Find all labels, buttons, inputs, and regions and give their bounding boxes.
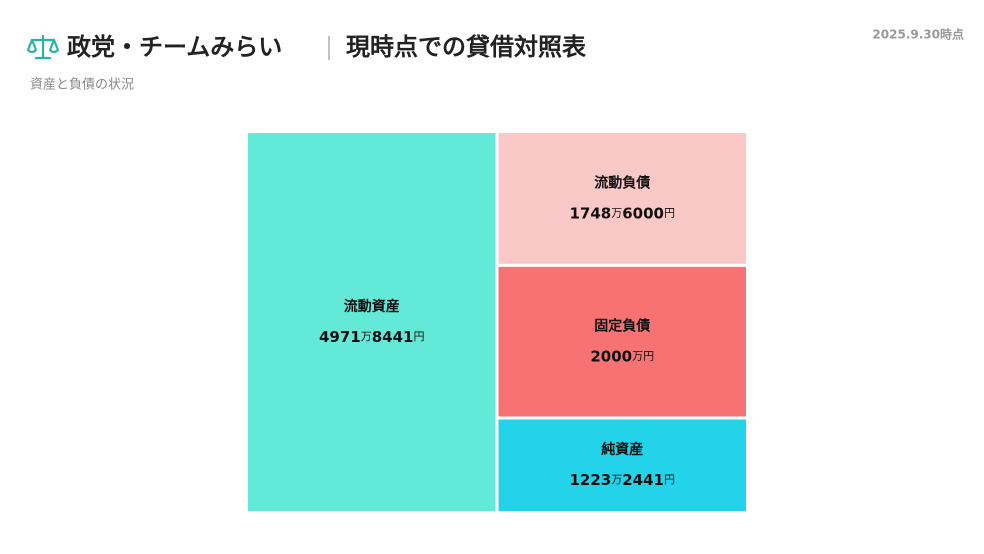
cell-label: 純資産 [601, 441, 643, 458]
value-label-part: 円 [664, 473, 675, 486]
value-label-part: 2000 [590, 347, 632, 365]
value-label-part: 6000 [622, 204, 664, 222]
value-label-part: 円 [414, 330, 425, 343]
value-label-part: 1748 [570, 204, 612, 222]
value-label: 1223万2441円 [570, 471, 676, 489]
value-label-part: 円 [664, 206, 675, 219]
value-label-part: 万円 [632, 350, 654, 363]
value-label: 4971万8441円 [319, 328, 425, 346]
date-label: 2025.9.30時点 [872, 27, 964, 42]
value-label-part: 2441 [622, 471, 664, 489]
value-label-part: 8441 [372, 328, 414, 346]
value-label-part: 1223 [570, 471, 612, 489]
treemap-cell [248, 133, 496, 511]
chart-title-detail: 現時点での貸借対照表 [346, 33, 587, 61]
value-label: 1748万6000円 [570, 204, 676, 222]
chart-subtitle: 資産と負債の状況 [30, 77, 134, 93]
treemap-cell [498, 266, 746, 417]
cell-label: 流動資産 [344, 298, 400, 315]
value-label-part: 4971 [319, 328, 361, 346]
value-label-part: 万 [611, 473, 622, 486]
value-label: 2000万円 [590, 347, 654, 365]
value-label-part: 万 [611, 206, 622, 219]
value-label-part: 万 [361, 330, 372, 343]
scale-icon [26, 34, 60, 60]
cell-label: 流動負債 [594, 174, 650, 191]
cell-label: 固定負債 [594, 318, 650, 335]
chart-title: 政党・チームみらい [67, 33, 282, 61]
treemap-cell [498, 419, 746, 511]
treemap-cell [498, 133, 746, 264]
